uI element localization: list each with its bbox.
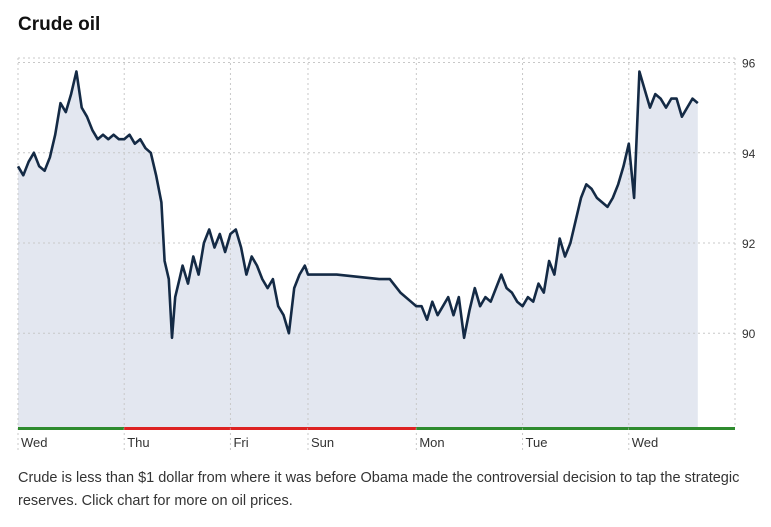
x-tick-label: Wed xyxy=(632,435,659,450)
x-tick-label: Mon xyxy=(419,435,444,450)
session-bar-mon xyxy=(416,427,523,430)
y-tick-label: 90 xyxy=(742,327,756,341)
area-fill xyxy=(18,71,698,428)
session-bar-sun xyxy=(307,427,417,430)
session-bar-fri xyxy=(230,427,308,430)
session-bar-thu xyxy=(124,427,231,430)
chart-caption: Crude is less than $1 dollar from where … xyxy=(18,470,740,509)
session-bar-tue xyxy=(522,427,629,430)
x-tick-label: Tue xyxy=(526,435,548,450)
y-tick-label: 92 xyxy=(742,237,756,251)
x-tick-label: Wed xyxy=(21,435,48,450)
chart-title: Crude oil xyxy=(18,14,101,35)
session-bar-wed xyxy=(18,427,125,430)
x-tick-label: Fri xyxy=(233,435,248,450)
x-tick-label: Sun xyxy=(311,435,334,450)
y-tick-label: 94 xyxy=(742,147,756,161)
session-bar-wed xyxy=(628,427,735,430)
x-tick-label: Thu xyxy=(127,435,149,450)
y-tick-label: 96 xyxy=(742,57,756,71)
price-line xyxy=(16,70,699,340)
